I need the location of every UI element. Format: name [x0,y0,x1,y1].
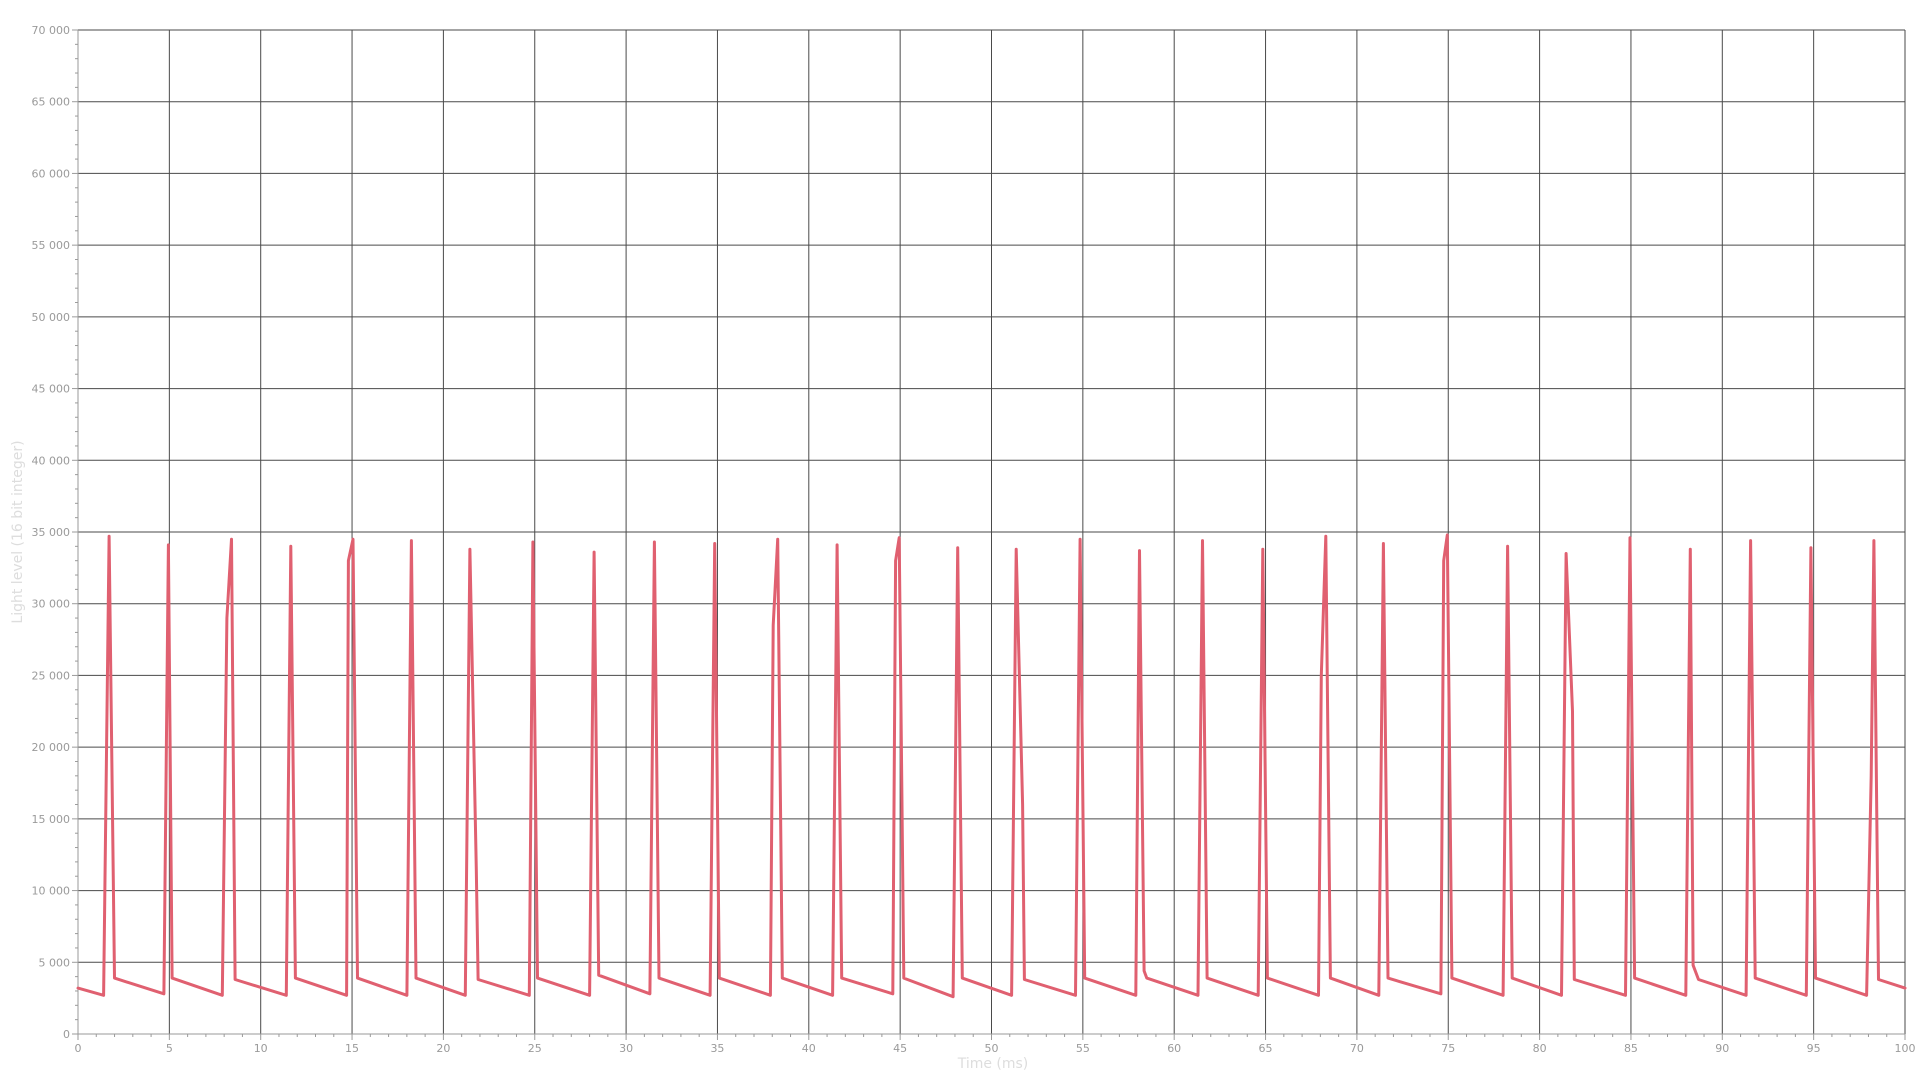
y-tick-label: 45 000 [32,383,71,396]
x-tick-label: 65 [1259,1042,1273,1055]
y-tick-labels: 0 5 000 10 000 15 000 20 000 25 000 30 000 35 0… [32,24,71,1041]
y-tick-label: 25 000 [32,669,71,682]
x-tick-label: 30 [619,1042,633,1055]
x-tick-label: 20 [436,1042,450,1055]
y-tick-label: 65 000 [32,96,71,109]
series-line [76,533,1907,999]
x-tick-labels: 0 5 10 15 20 25 30 35 40 45 50 55 60 65 70 75 80 85 90 95 10… [75,1042,1916,1055]
y-tick-label: 5 000 [39,956,71,969]
y-axis-title: Light level (16 bit integer) [10,440,26,623]
y-tick-label: 15 000 [32,813,71,826]
x-axis-title: Time (ms) [957,1056,1029,1072]
x-tick-label: 40 [802,1042,816,1055]
x-tick-label: 95 [1807,1042,1821,1055]
x-tick-label: 45 [893,1042,907,1055]
x-tick-label: 15 [345,1042,359,1055]
x-tick-label: 25 [528,1042,542,1055]
y-tick-label: 30 000 [32,598,71,611]
x-tick-label: 55 [1076,1042,1090,1055]
y-tick-label: 50 000 [32,311,71,324]
x-tick-label: 0 [75,1042,82,1055]
y-tick-label: 10 000 [32,885,71,898]
y-tick-label: 35 000 [32,526,71,539]
x-tick-label: 50 [985,1042,999,1055]
x-tick-label: 85 [1624,1042,1638,1055]
x-tick-label: 5 [166,1042,173,1055]
x-tick-label: 80 [1533,1042,1547,1055]
x-tick-label: 60 [1167,1042,1181,1055]
x-tick-label: 100 [1895,1042,1916,1055]
y-tick-label: 0 [63,1028,70,1041]
y-tick-label: 70 000 [32,24,71,37]
y-tick-label: 40 000 [32,454,71,467]
x-tick-label: 35 [710,1042,724,1055]
series-lines [76,533,1907,999]
y-tick-label: 55 000 [32,239,71,252]
x-tick-label: 10 [254,1042,268,1055]
x-tick-label: 75 [1441,1042,1455,1055]
x-tick-label: 90 [1715,1042,1729,1055]
grid-lines [77,29,1906,1035]
axes [72,29,1906,1040]
y-tick-label: 60 000 [32,167,71,180]
x-tick-label: 70 [1350,1042,1364,1055]
y-tick-label: 20 000 [32,741,71,754]
